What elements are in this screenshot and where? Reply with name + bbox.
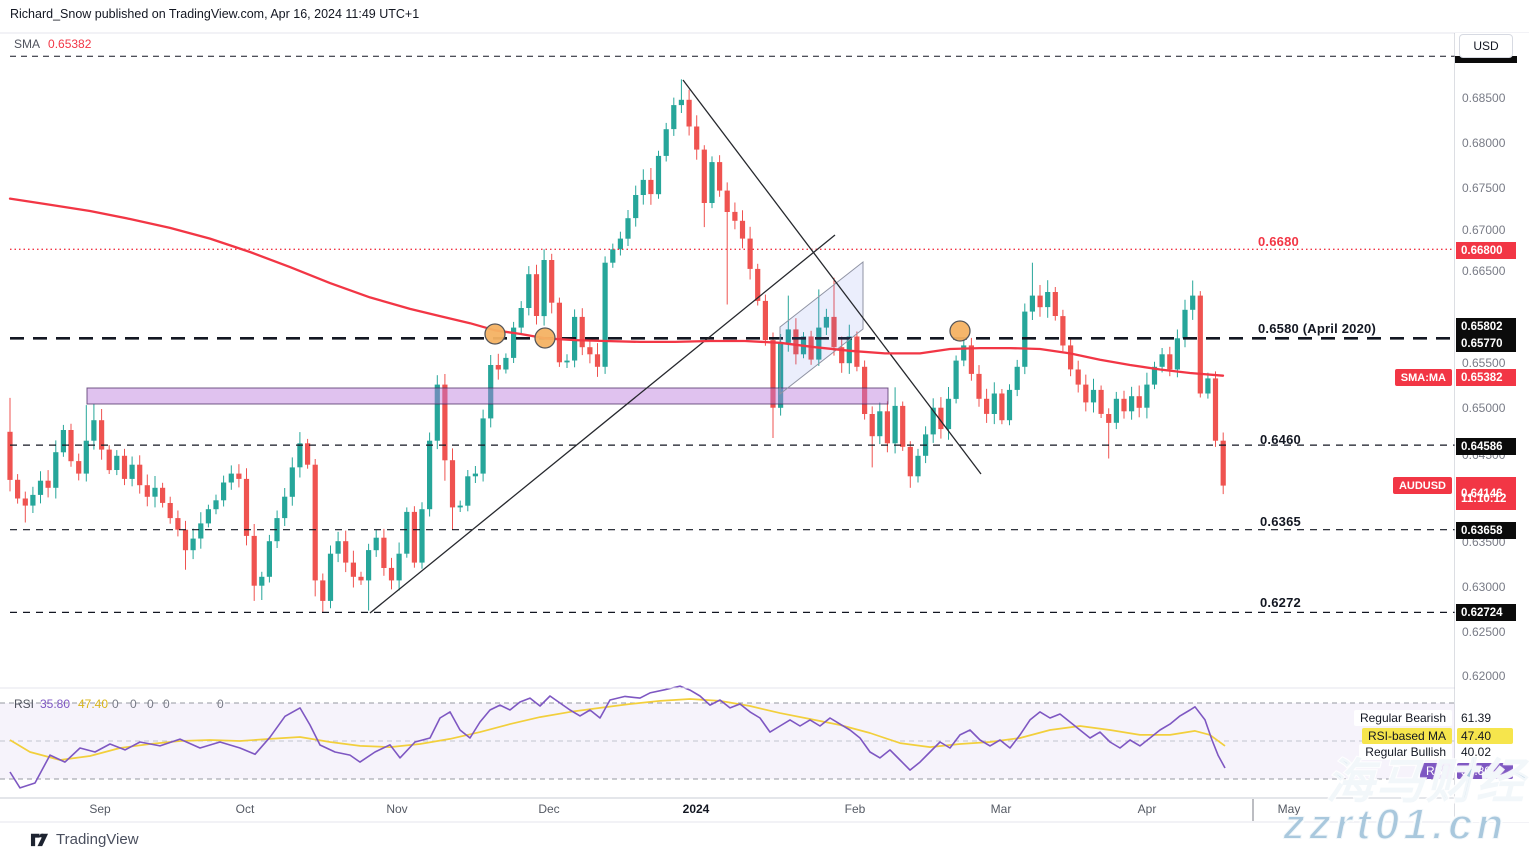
rsi-scale-name-regular-bearish: Regular Bearish	[1353, 710, 1452, 726]
sma-indicator-legend[interactable]: SMA 0.65382	[14, 37, 91, 51]
tradingview-logo-text: TradingView	[56, 831, 139, 848]
price-axis-label: 0.63000	[1462, 580, 1506, 594]
price-axis-panel[interactable]	[1455, 33, 1529, 822]
price-axis-highlight-label: 0.65382	[1456, 369, 1516, 386]
time-axis-label[interactable]: Nov	[386, 802, 408, 816]
price-level-annotation: 0.6580 (April 2020)	[1258, 321, 1376, 336]
rsi-scale-name-regular-bullish: Regular Bullish	[1359, 744, 1452, 760]
sma-chip: SMA:MA	[1394, 369, 1452, 386]
price-level-annotation: 0.6365	[1260, 514, 1301, 529]
rsi-scale-name-rsi-based-ma: RSI-based MA	[1361, 728, 1452, 744]
rsi-scale-value: 61.39	[1457, 710, 1513, 726]
symbol-chip: AUDUSD	[1392, 477, 1452, 494]
time-axis-label[interactable]: Mar	[990, 802, 1012, 816]
price-axis-highlight-label: 0.62724	[1456, 604, 1516, 621]
time-axis-label[interactable]: Feb	[844, 802, 866, 816]
price-axis-highlight-label: 0.64586	[1456, 438, 1516, 455]
price-level-annotation: 0.6460	[1260, 432, 1301, 447]
price-axis-label: 0.67500	[1462, 181, 1506, 195]
watermark-line1: 海马财经	[1325, 755, 1527, 810]
watermark-line2: zzrt01.cn	[1282, 799, 1508, 850]
rsi-legend-value: 0	[130, 697, 137, 711]
time-axis-label[interactable]: Oct	[235, 802, 255, 816]
time-axis-label[interactable]: May	[1277, 802, 1301, 816]
tradingview-logo-icon	[30, 833, 49, 847]
rsi-legend-value: 35.80	[40, 697, 71, 711]
rsi-legend-value: 0	[112, 697, 119, 711]
price-axis-label: 0.66500	[1462, 264, 1506, 278]
price-axis-highlight-label: 0.66800	[1456, 242, 1516, 259]
rsi-legend-value: 0	[147, 697, 154, 711]
scale-top-marker	[1455, 56, 1517, 63]
time-axis-label[interactable]: Apr	[1137, 802, 1157, 816]
price-axis-highlight-label: 0.63658	[1456, 522, 1516, 539]
price-axis-highlight-label: 0.65770	[1456, 335, 1516, 352]
price-axis-label: 0.68500	[1462, 91, 1506, 105]
price-axis-label: 0.67000	[1462, 223, 1506, 237]
rsi-legend-value: 47.40	[78, 697, 109, 711]
sma-legend-label: SMA	[14, 37, 41, 51]
price-axis-label: 0.62000	[1462, 669, 1506, 683]
rsi-scale-value: 47.40	[1457, 728, 1513, 744]
price-level-annotation: 0.6272	[1260, 595, 1301, 610]
time-axis-label[interactable]: Sep	[89, 802, 111, 816]
price-axis-highlight-label: 0.64146 11:10:12	[1456, 477, 1516, 510]
rsi-scale-name-rsi: RSI	[1419, 763, 1452, 779]
price-axis-label: 0.65000	[1462, 401, 1506, 415]
rsi-legend-value: 0	[163, 697, 170, 711]
price-level-annotation: 0.6680	[1258, 234, 1299, 249]
rsi-scale-value: 35.80	[1457, 763, 1513, 779]
time-axis-label[interactable]: Dec	[538, 802, 560, 816]
price-axis-highlight-label: 0.65802	[1456, 318, 1516, 335]
price-axis-label: 0.65500	[1462, 356, 1506, 370]
rsi-legend-value: 0	[217, 697, 224, 711]
currency-toggle-button[interactable]: USD	[1459, 34, 1513, 58]
published-by-header: Richard_Snow published on TradingView.co…	[10, 7, 420, 21]
tradingview-logo[interactable]: TradingView	[30, 830, 139, 849]
price-axis-label: 0.68000	[1462, 136, 1506, 150]
price-axis-label: 0.62500	[1462, 625, 1506, 639]
rsi-legend-title: RSI	[14, 697, 35, 711]
rsi-scale-value: 40.02	[1457, 744, 1513, 760]
time-axis-label[interactable]: 2024	[682, 802, 710, 816]
last-price-time: 11:10:12	[1461, 493, 1507, 505]
sma-legend-value: 0.65382	[48, 37, 92, 51]
